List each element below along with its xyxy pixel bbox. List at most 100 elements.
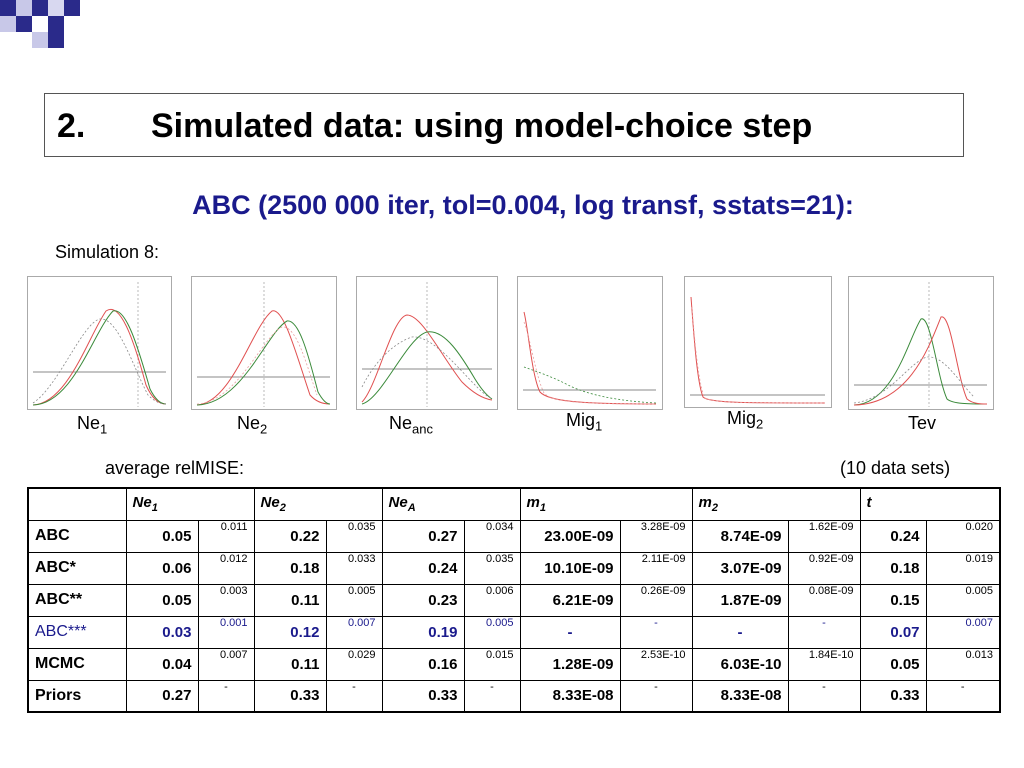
- table-row: ABC* 0.06 0.012 0.18 0.033 0.24 0.035 10.10E-09…: [28, 552, 1000, 584]
- table-cell-se: 0.013: [926, 648, 1000, 680]
- table-cell-se: 0.003: [198, 584, 254, 616]
- plot-label-neanc: Neanc: [389, 413, 433, 437]
- table-cell-value: 1.28E-09: [520, 648, 620, 680]
- slide-title: Simulated data: using model-choice step: [151, 107, 812, 146]
- table-cell-se: 0.020: [926, 520, 1000, 552]
- title-number: 2.: [57, 107, 85, 146]
- table-cell-se: 0.005: [464, 616, 520, 648]
- plot-label-mig1: Mig1: [566, 410, 602, 434]
- table-cell-se: -: [326, 680, 382, 712]
- title-box: 2. Simulated data: using model-choice st…: [44, 93, 964, 157]
- plot-mig1: [517, 276, 663, 410]
- table-cell-value: 0.22: [254, 520, 326, 552]
- table-cell-se: -: [788, 616, 860, 648]
- table-cell-se: 0.011: [198, 520, 254, 552]
- table-cell-value: 0.33: [382, 680, 464, 712]
- plot-label-tev: Tev: [908, 413, 936, 437]
- table-cell-se: 0.92E-09: [788, 552, 860, 584]
- plot-label-name: Ne: [77, 413, 100, 433]
- table-row: ABC 0.05 0.011 0.22 0.035 0.27 0.034 23.00E-09 3…: [28, 520, 1000, 552]
- table-cell-se: 0.034: [464, 520, 520, 552]
- table-row: ABC** 0.05 0.003 0.11 0.005 0.23 0.006 6.21E-09…: [28, 584, 1000, 616]
- table-cell-value: 0.06: [126, 552, 198, 584]
- table-cell-se: 0.007: [326, 616, 382, 648]
- table-header-ne2: Ne2: [254, 488, 382, 520]
- datasets-label: (10 data sets): [840, 458, 950, 479]
- table-cell-se: 0.005: [926, 584, 1000, 616]
- results-table: Ne1 Ne2 NeA m1 m2 t ABC 0.05 0.011 0.22 0.03…: [27, 487, 1001, 713]
- plot-ne2: [191, 276, 337, 410]
- table-cell-value: 0.27: [382, 520, 464, 552]
- table-row: MCMC 0.04 0.007 0.11 0.029 0.16 0.015 1.28E-09 2…: [28, 648, 1000, 680]
- plot-label-sub: 1: [595, 419, 602, 434]
- table-cell-value: 0.23: [382, 584, 464, 616]
- table-cell-value: 0.18: [254, 552, 326, 584]
- table-cell-se: -: [464, 680, 520, 712]
- table-cell-se: 0.012: [198, 552, 254, 584]
- table-cell-value: 0.24: [860, 520, 926, 552]
- row-label: ABC**: [28, 584, 126, 616]
- plot-label-sub: 2: [260, 422, 267, 437]
- row-label: MCMC: [28, 648, 126, 680]
- table-cell-value: 0.19: [382, 616, 464, 648]
- table-header-nea: NeA: [382, 488, 520, 520]
- plot-label-name: Ne: [389, 413, 412, 433]
- plot-label-ne2: Ne2: [237, 413, 267, 437]
- table-cell-se: 0.006: [464, 584, 520, 616]
- table-cell-value: 0.05: [860, 648, 926, 680]
- plot-label-sub: 1: [100, 422, 107, 437]
- table-cell-se: 2.53E-10: [620, 648, 692, 680]
- table-header-m2: m2: [692, 488, 860, 520]
- table-cell-se: 0.26E-09: [620, 584, 692, 616]
- plot-label-mig2: Mig2: [727, 408, 763, 432]
- table-cell-value: -: [520, 616, 620, 648]
- table-cell-value: 0.33: [254, 680, 326, 712]
- plot-mig2: [684, 276, 832, 408]
- table-header-row: Ne1 Ne2 NeA m1 m2 t: [28, 488, 1000, 520]
- table-cell-se: -: [788, 680, 860, 712]
- table-cell-se: 0.007: [198, 648, 254, 680]
- table-cell-value: 6.21E-09: [520, 584, 620, 616]
- table-cell-value: 0.05: [126, 520, 198, 552]
- table-cell-se: 0.033: [326, 552, 382, 584]
- table-cell-value: 0.33: [860, 680, 926, 712]
- table-cell-se: 0.08E-09: [788, 584, 860, 616]
- row-label: ABC: [28, 520, 126, 552]
- table-header-m1: m1: [520, 488, 692, 520]
- plot-label-name: Mig: [566, 410, 595, 430]
- table-cell-value: 0.16: [382, 648, 464, 680]
- simulation-label: Simulation 8:: [55, 242, 159, 263]
- table-body: ABC 0.05 0.011 0.22 0.035 0.27 0.034 23.00E-09 3…: [28, 520, 1000, 712]
- row-label: Priors: [28, 680, 126, 712]
- table-cell-value: 0.04: [126, 648, 198, 680]
- table-cell-se: 1.62E-09: [788, 520, 860, 552]
- table-cell-value: 0.07: [860, 616, 926, 648]
- table-row: Priors 0.27-0.33-0.33-8.33E-08-8.33E-08-0…: [28, 680, 1000, 712]
- table-cell-se: 0.035: [326, 520, 382, 552]
- table-cell-value: 0.24: [382, 552, 464, 584]
- plot-label-ne1: Ne1: [77, 413, 107, 437]
- table-cell-se: 0.015: [464, 648, 520, 680]
- row-label: ABC***: [28, 616, 126, 648]
- table-header-ne1: Ne1: [126, 488, 254, 520]
- table-cell-se: 0.001: [198, 616, 254, 648]
- plot-ne1: [27, 276, 172, 410]
- table-row: ABC*** 0.03 0.001 0.12 0.007 0.19 0.005- - - -0.0…: [28, 616, 1000, 648]
- plot-label-sub: 2: [756, 417, 763, 432]
- table-header-t: t: [860, 488, 1000, 520]
- table-cell-value: 0.05: [126, 584, 198, 616]
- table-cell-value: 0.11: [254, 648, 326, 680]
- table-cell-se: 2.11E-09: [620, 552, 692, 584]
- table-cell-se: 3.28E-09: [620, 520, 692, 552]
- table-cell-value: 1.87E-09: [692, 584, 788, 616]
- plot-label-name: Mig: [727, 408, 756, 428]
- table-cell-value: 8.74E-09: [692, 520, 788, 552]
- table-cell-se: 0.007: [926, 616, 1000, 648]
- table-cell-value: 3.07E-09: [692, 552, 788, 584]
- table-cell-value: 8.33E-08: [692, 680, 788, 712]
- plot-label-name: Ne: [237, 413, 260, 433]
- plot-tev: [848, 276, 994, 410]
- table-cell-value: 0.11: [254, 584, 326, 616]
- table-cell-se: -: [620, 680, 692, 712]
- table-cell-se: 0.019: [926, 552, 1000, 584]
